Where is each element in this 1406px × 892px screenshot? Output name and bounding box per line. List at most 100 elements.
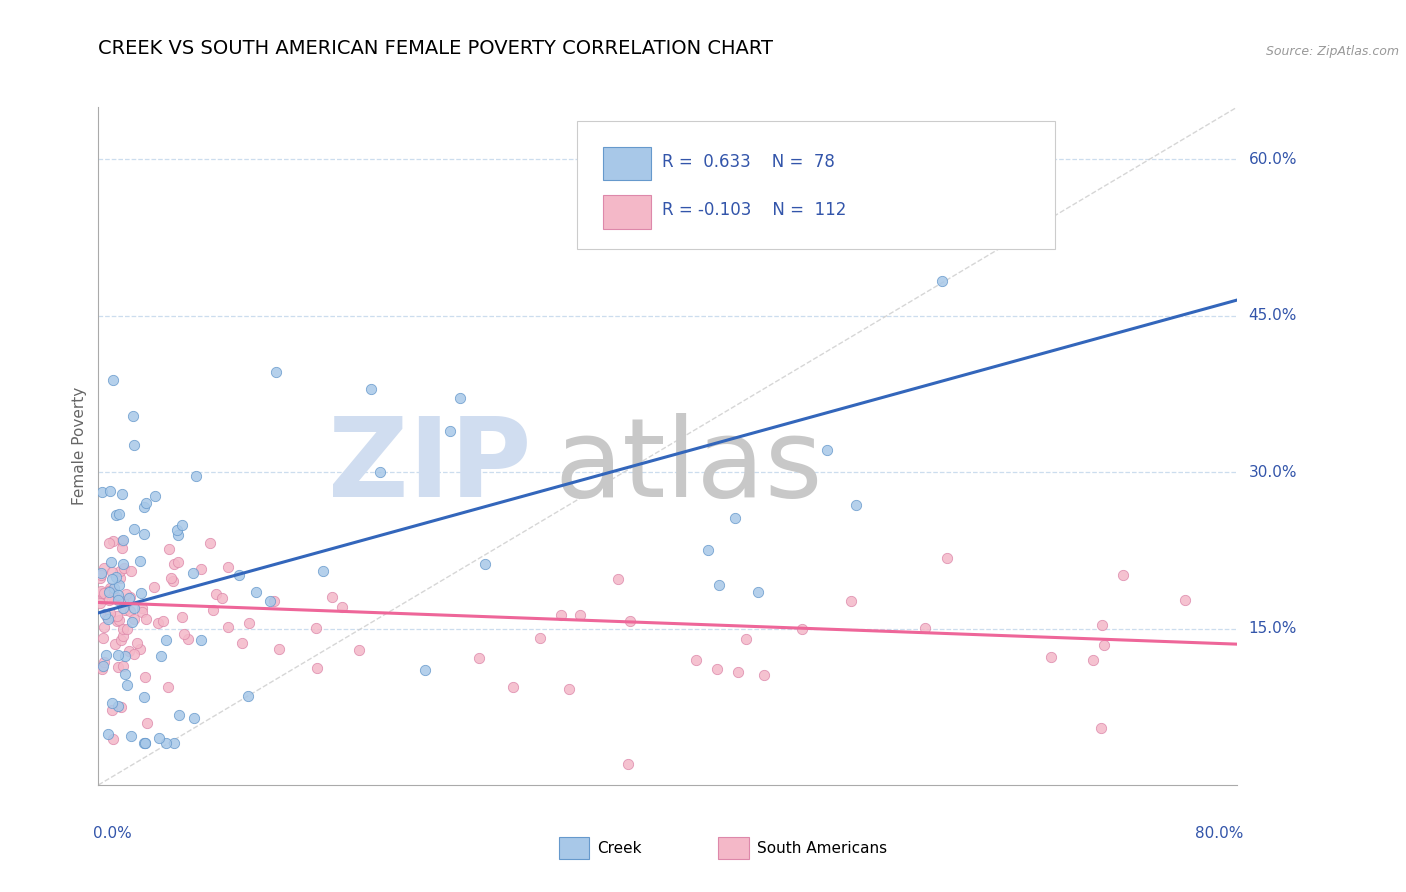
Point [122,409,145,423]
Point [115,622,138,636]
Point [217,619,239,633]
Point [122,612,145,626]
Point [98,584,121,599]
Point [238,615,260,630]
Point [735,632,758,647]
Point [107,648,129,663]
Point [143,490,166,504]
Point [169,708,191,723]
Point [752,667,775,681]
Point [90,566,112,580]
Point [90,584,112,599]
Point [118,644,141,658]
Point [122,437,145,451]
Point [368,465,391,479]
Point [1090,618,1112,632]
Point [529,631,551,645]
Text: South Americans: South Americans [756,840,887,855]
Text: 60.0%: 60.0% [1249,152,1296,167]
Point [321,591,343,605]
Point [93,586,115,600]
Point [163,736,186,750]
Point [157,541,180,556]
Point [103,373,125,387]
Point [163,557,186,571]
Point [111,487,134,501]
Point [122,601,145,615]
Point [110,700,132,714]
Point [439,424,461,438]
Point [134,736,156,750]
Point [931,274,953,288]
Point [118,591,141,606]
Point [91,586,114,600]
Point [841,594,863,608]
Point [150,649,173,664]
Point [118,590,141,604]
Text: 15.0%: 15.0% [1249,621,1296,636]
Text: R = -0.103    N =  112: R = -0.103 N = 112 [662,202,846,219]
Point [569,608,592,623]
Text: ZIP: ZIP [328,413,531,520]
Point [101,590,124,604]
Text: 80.0%: 80.0% [1195,826,1243,840]
Point [97,612,120,626]
Point [89,571,111,585]
Text: Creek: Creek [598,840,641,855]
Point [724,511,747,525]
Point [263,594,285,608]
Point [94,607,117,621]
Point [449,391,471,405]
Point [91,660,114,674]
Point [474,558,496,572]
Point [114,648,136,663]
Point [148,731,170,746]
Point [267,641,290,656]
Point [157,680,180,694]
Point [105,570,128,584]
Point [110,533,132,548]
Point [159,572,181,586]
Point [200,536,222,550]
Point [132,690,155,704]
Point [122,647,145,661]
Point [114,666,136,681]
Point [93,631,115,645]
Point [170,610,193,624]
Point [101,533,124,548]
Point [706,662,728,676]
Point [90,568,112,582]
Point [134,736,156,750]
Point [1174,592,1197,607]
Point [105,608,128,623]
Point [152,615,174,629]
Point [558,681,581,696]
Point [108,507,131,521]
Text: Source: ZipAtlas.com: Source: ZipAtlas.com [1265,45,1399,58]
Point [236,690,259,704]
Point [914,621,936,635]
Point [162,574,184,588]
Point [181,566,204,580]
Point [91,658,114,673]
Point [312,564,335,578]
Point [93,620,115,634]
Point [607,572,630,586]
Point [166,523,188,537]
Point [104,589,127,603]
Point [114,587,136,601]
Point [1081,653,1104,667]
Point [136,716,159,731]
Point [104,591,127,605]
FancyBboxPatch shape [558,838,589,859]
Point [122,522,145,536]
Point [173,627,195,641]
Point [697,543,720,558]
Point [114,603,136,617]
Point [190,632,212,647]
Point [217,559,239,574]
Point [128,641,150,656]
Point [305,621,328,635]
Point [101,703,124,717]
Point [266,366,288,380]
